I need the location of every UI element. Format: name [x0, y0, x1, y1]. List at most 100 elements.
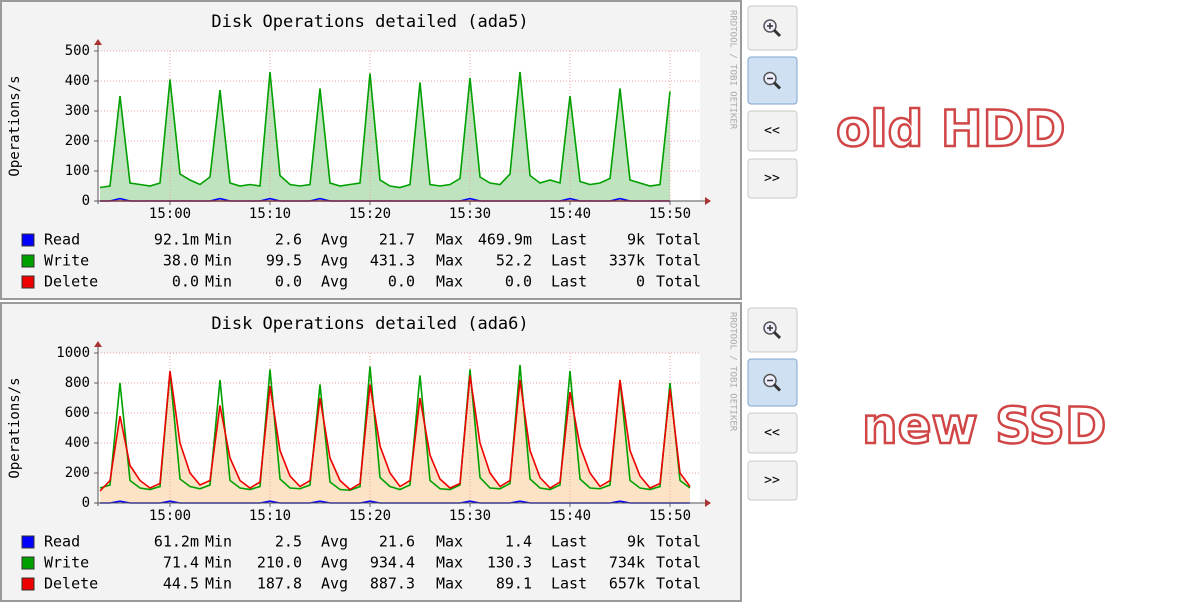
- legend-stat: 61.2m: [154, 533, 199, 551]
- button[interactable]: <<: [747, 412, 798, 454]
- legend-stat: Max: [436, 533, 463, 551]
- legend-stat: 92.1m: [154, 231, 199, 249]
- legend-stat: Avg: [321, 554, 348, 572]
- legend-name: Write: [44, 554, 89, 572]
- legend-stat: 734k: [609, 554, 645, 572]
- y-tick-label: 500: [65, 43, 90, 59]
- x-tick-label: 15:20: [349, 508, 391, 524]
- button[interactable]: >>: [747, 158, 798, 199]
- legend-stat: Total: [656, 575, 701, 593]
- legend-swatch: [21, 275, 35, 289]
- legend-stat: Min: [205, 554, 232, 572]
- button[interactable]: [747, 307, 798, 353]
- annotation: new SSD: [862, 397, 1106, 455]
- legend-stat: 9k: [627, 231, 645, 249]
- legend-stat: Min: [205, 231, 232, 249]
- legend-stat: 210.0: [257, 554, 302, 572]
- legend-stat: Max: [436, 231, 463, 249]
- legend-stat: 21.6: [379, 533, 415, 551]
- magnifier-handle: [772, 28, 782, 38]
- legend-name: Read: [44, 533, 80, 551]
- legend-swatch: [21, 254, 35, 268]
- y-tick-label: 400: [65, 73, 90, 89]
- legend-name: Delete: [44, 575, 98, 593]
- y-tick-label: 300: [65, 103, 90, 119]
- series-line: [99, 370, 691, 492]
- y-tick-label: 200: [65, 465, 90, 481]
- legend-name: Read: [44, 231, 80, 249]
- y-tick-label: 0: [82, 495, 90, 511]
- x-tick-label: 15:00: [149, 508, 191, 524]
- legend-swatch: [21, 535, 35, 549]
- watermark: RRDTOOL / TOBI OETIKER: [728, 10, 738, 130]
- legend-stat: Min: [205, 273, 232, 291]
- legend-stat: 337k: [609, 252, 645, 270]
- axis-arrow: [705, 499, 711, 507]
- magnifier-handle: [772, 81, 782, 90]
- y-tick-label: 800: [65, 375, 90, 391]
- legend-swatch: [21, 556, 35, 570]
- button[interactable]: [747, 5, 798, 51]
- legend-stat: 52.2: [496, 252, 532, 270]
- legend-swatch: [21, 233, 35, 247]
- graph-panel: Disk Operations detailed (ada6) Operation…: [0, 302, 742, 602]
- legend-stat: Total: [656, 231, 701, 249]
- x-tick-label: 15:00: [149, 206, 191, 222]
- legend-stat: Avg: [321, 273, 348, 291]
- legend-name: Write: [44, 252, 89, 270]
- magnifier-handle: [772, 383, 782, 392]
- y-axis-label: Operations/s: [7, 377, 23, 478]
- legend-stat: 0.0: [388, 273, 415, 291]
- legend-stat: Avg: [321, 575, 348, 593]
- series-line: [99, 71, 671, 189]
- button-face[interactable]: [747, 460, 798, 501]
- button[interactable]: [747, 56, 798, 105]
- legend-stat: 934.4: [370, 554, 415, 572]
- y-tick-label: 400: [65, 435, 90, 451]
- legend-stat: 657k: [609, 575, 645, 593]
- legend-stat: Min: [205, 252, 232, 270]
- button-label[interactable]: >>: [764, 171, 780, 186]
- legend-stat: 0: [636, 273, 645, 291]
- button-label[interactable]: <<: [764, 426, 780, 441]
- plot-bg: [98, 51, 700, 201]
- button-label[interactable]: >>: [764, 473, 780, 488]
- button-label[interactable]: <<: [764, 124, 780, 139]
- legend-stat: Max: [436, 554, 463, 572]
- button[interactable]: <<: [747, 110, 798, 152]
- x-tick-label: 15:10: [249, 508, 291, 524]
- legend-stat: Total: [656, 273, 701, 291]
- legend-stat: 0.0: [172, 273, 199, 291]
- plot-bg: [98, 353, 700, 503]
- x-tick-label: 15:30: [449, 206, 491, 222]
- magnifier-handle: [772, 330, 782, 340]
- legend-stat: 89.1: [496, 575, 532, 593]
- legend-stat: Last: [551, 554, 587, 572]
- legend-stat: 44.5: [163, 575, 199, 593]
- button[interactable]: >>: [747, 460, 798, 501]
- legend-stat: 1.4: [505, 533, 532, 551]
- button-face[interactable]: [747, 412, 798, 454]
- annotation: old HDD: [836, 100, 1066, 158]
- chart-title: Disk Operations detailed (ada5): [211, 12, 528, 32]
- legend-stat: 431.3: [370, 252, 415, 270]
- y-tick-label: 1000: [56, 345, 90, 361]
- legend-stat: 130.3: [487, 554, 532, 572]
- legend-stat: 469.9m: [478, 231, 532, 249]
- y-tick-label: 600: [65, 405, 90, 421]
- axis-arrow: [705, 197, 711, 205]
- y-tick-label: 100: [65, 163, 90, 179]
- graph-panel: Disk Operations detailed (ada5) Operation…: [0, 0, 742, 300]
- legend-stat: Avg: [321, 533, 348, 551]
- button[interactable]: [747, 358, 798, 407]
- button-face[interactable]: [747, 158, 798, 199]
- legend-name: Delete: [44, 273, 98, 291]
- chart-title: Disk Operations detailed (ada6): [211, 314, 528, 334]
- legend-stat: Last: [551, 252, 587, 270]
- legend-stat: Last: [551, 231, 587, 249]
- legend-stat: 99.5: [266, 252, 302, 270]
- legend-stat: Max: [436, 252, 463, 270]
- legend-stat: 0.0: [275, 273, 302, 291]
- button-face[interactable]: [747, 110, 798, 152]
- legend-stat: Total: [656, 554, 701, 572]
